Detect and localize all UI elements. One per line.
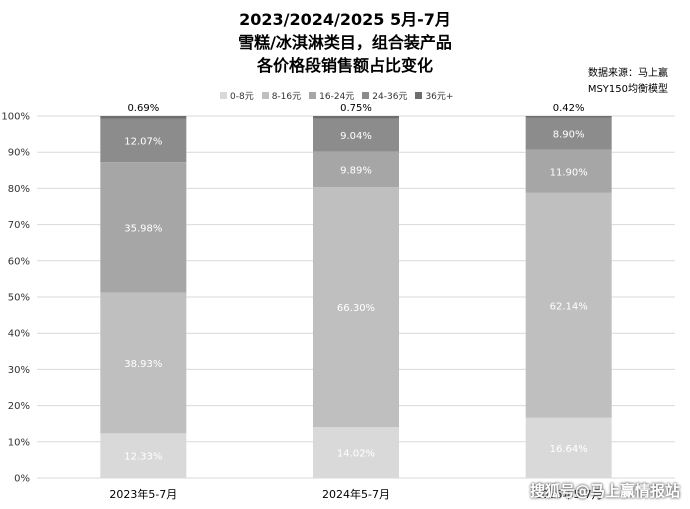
bar-segment bbox=[525, 417, 612, 478]
chart-legend: 0-8元 8-16元 16-24元 24-36元 36元+ bbox=[220, 89, 453, 102]
watermark: 搜狐号@马上赢情报站 bbox=[529, 482, 680, 500]
y-tick-label: 30% bbox=[8, 365, 30, 376]
y-tick-label: 20% bbox=[8, 401, 30, 412]
data-label: 12.07% bbox=[124, 136, 162, 147]
data-label: 0.42% bbox=[553, 103, 585, 114]
y-tick-label: 0% bbox=[14, 474, 30, 485]
bar-segment bbox=[100, 116, 187, 119]
bar-segment bbox=[100, 292, 187, 434]
data-label: 66.30% bbox=[337, 303, 375, 314]
legend-label: 0-8元 bbox=[230, 92, 254, 102]
y-tick-label: 10% bbox=[8, 437, 30, 448]
data-label: 62.14% bbox=[550, 301, 588, 312]
x-tick-label: 2025年5-7月 bbox=[535, 487, 603, 501]
y-tick-label: 40% bbox=[8, 329, 30, 340]
legend-item: 8-16元 bbox=[261, 89, 302, 102]
y-tick-label: 90% bbox=[8, 148, 30, 159]
bar-segment bbox=[313, 151, 399, 188]
y-tick-label: 70% bbox=[8, 220, 30, 231]
title-line-3: 各价格段销售额占比变化 bbox=[256, 56, 433, 75]
data-label: 8.90% bbox=[553, 130, 585, 141]
legend-label: 36元+ bbox=[425, 92, 454, 102]
chart-title: 2023/2024/2025 5月-7月 雪糕/冰淇淋类目，组合装产品 各价格段… bbox=[0, 8, 690, 77]
legend-label: 24-36元 bbox=[372, 92, 408, 102]
legend-item: 36元+ bbox=[415, 89, 453, 102]
bar-segment bbox=[313, 116, 399, 119]
x-tick-label: 2023年5-7月 bbox=[109, 487, 177, 501]
legend-item: 16-24元 bbox=[309, 89, 354, 102]
data-label: 35.98% bbox=[124, 223, 162, 234]
bar-segment bbox=[100, 118, 187, 163]
data-label: 12.33% bbox=[124, 452, 162, 463]
data-source: 数据来源：马上赢 MSY150均衡模型 bbox=[588, 66, 668, 98]
legend-swatch bbox=[220, 92, 227, 99]
bar-segment bbox=[100, 433, 187, 478]
legend-swatch bbox=[261, 92, 269, 99]
data-label: 38.93% bbox=[124, 359, 162, 370]
data-label: 0.69% bbox=[127, 103, 159, 114]
y-tick-label: 50% bbox=[8, 293, 30, 304]
legend-label: 8-16元 bbox=[271, 92, 302, 102]
bar-segment bbox=[313, 427, 399, 478]
bar-segment bbox=[525, 117, 612, 150]
source-line-2: MSY150均衡模型 bbox=[587, 84, 668, 95]
bar-segment bbox=[525, 192, 612, 418]
bar-segment bbox=[100, 162, 187, 293]
y-tick-label: 100% bbox=[1, 112, 30, 123]
bar-segment bbox=[313, 118, 399, 152]
title-line-1: 2023/2024/2025 5月-7月 bbox=[239, 10, 451, 29]
data-label: 16.64% bbox=[550, 444, 588, 455]
legend-label: 16-24元 bbox=[319, 92, 355, 102]
data-label: 9.04% bbox=[340, 131, 372, 142]
legend-item: 24-36元 bbox=[362, 89, 407, 102]
title-line-2: 雪糕/冰淇淋类目，组合装产品 bbox=[238, 33, 452, 52]
legend-swatch bbox=[309, 92, 317, 99]
data-label: 9.89% bbox=[340, 165, 372, 176]
legend-swatch bbox=[415, 92, 423, 99]
legend-item: 0-8元 bbox=[220, 89, 254, 102]
legend-swatch bbox=[362, 92, 370, 99]
x-tick-label: 2024年5-7月 bbox=[322, 487, 390, 501]
data-label: 0.75% bbox=[340, 103, 372, 114]
bar-segment bbox=[525, 116, 612, 118]
y-tick-label: 80% bbox=[8, 184, 30, 195]
source-line-1: 数据来源：马上赢 bbox=[588, 68, 668, 79]
data-label: 14.02% bbox=[337, 449, 375, 460]
data-label: 11.90% bbox=[550, 167, 588, 178]
bar-segment bbox=[525, 149, 612, 193]
bar-segment bbox=[313, 187, 399, 428]
y-tick-label: 60% bbox=[8, 256, 30, 267]
